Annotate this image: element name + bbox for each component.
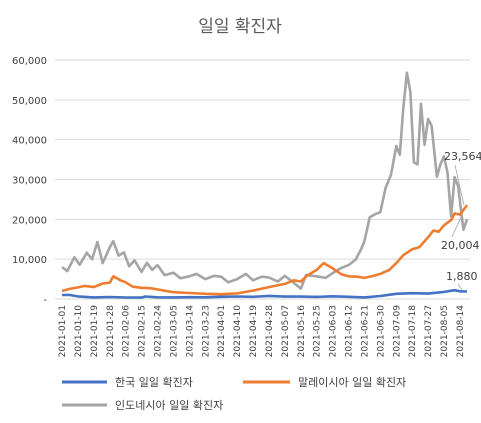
x-tick-label: 2021-01-01 [58,305,68,357]
data-label: 23,564 [444,150,481,163]
x-tick-label: 2021-01-19 [90,305,100,358]
y-tick-label: - [43,295,47,306]
x-axis-ticks: 2021-01-01 2021-01-10 2021-01-19 2021-01-28… [58,305,466,358]
x-tick-label: 2021-02-24 [154,305,164,358]
series-line [61,71,469,290]
y-axis-ticks: - 10,000 20,000 30,000 40,000 50,000 60,000 [12,56,47,306]
x-tick-label: 2021-04-28 [265,305,275,358]
x-tick-label: 2021-02-15 [138,305,148,357]
x-tick-label: 2021-05-16 [297,305,307,358]
gridlines [55,59,470,300]
x-tick-label: 2021-07-27 [424,305,434,357]
data-label: 1,880 [446,270,478,283]
x-tick-label: 2021-04-19 [249,305,259,358]
y-tick-label: 10,000 [12,255,47,266]
x-tick-label: 2021-06-30 [376,305,386,358]
data-label-leader [457,283,463,291]
x-tick-label: 2021-07-09 [392,305,402,358]
x-tick-label: 2021-01-28 [106,305,116,358]
x-tick-label: 2021-02-06 [122,305,132,358]
x-tick-label: 2021-03-23 [201,305,211,357]
y-tick-label: 30,000 [12,176,47,187]
x-tick-label: 2021-07-18 [408,305,418,358]
legend-label: 한국 일일 확진자 [115,375,193,389]
data-label-leader [451,216,462,238]
series-line [61,204,469,296]
y-tick-label: 60,000 [12,56,47,67]
x-tick-label: 2021-06-12 [345,305,355,357]
x-tick-label: 2021-04-01 [217,305,227,357]
x-tick-label: 2021-03-05 [169,305,179,357]
x-tick-label: 2021-08-05 [440,305,450,357]
series-line [61,288,468,299]
data-label-leader [454,164,465,206]
legend-label: 말레이시아 일일 확진자 [298,375,406,389]
data-label: 20,004 [441,239,480,252]
legend-label: 인도네시아 일일 확진자 [115,398,223,412]
x-tick-label: 2021-03-14 [185,305,195,358]
y-tick-label: 20,000 [12,215,47,226]
chart-title: 일일 확진자 [198,17,282,37]
x-tick-label: 2021-06-03 [329,305,339,357]
x-tick-label: 2021-04-10 [233,305,243,358]
y-tick-label: 50,000 [12,96,47,107]
x-tick-label: 2021-05-07 [281,305,291,357]
series-lines [61,71,469,299]
y-tick-label: 40,000 [12,136,47,147]
x-tick-label: 2021-01-10 [74,305,84,358]
data-labels: 23,564 20,004 1,880 [441,150,481,291]
x-tick-label: 2021-05-25 [313,305,323,357]
x-tick-label: 2021-06-21 [360,305,370,357]
x-tick-label: 2021-08-14 [456,305,466,358]
